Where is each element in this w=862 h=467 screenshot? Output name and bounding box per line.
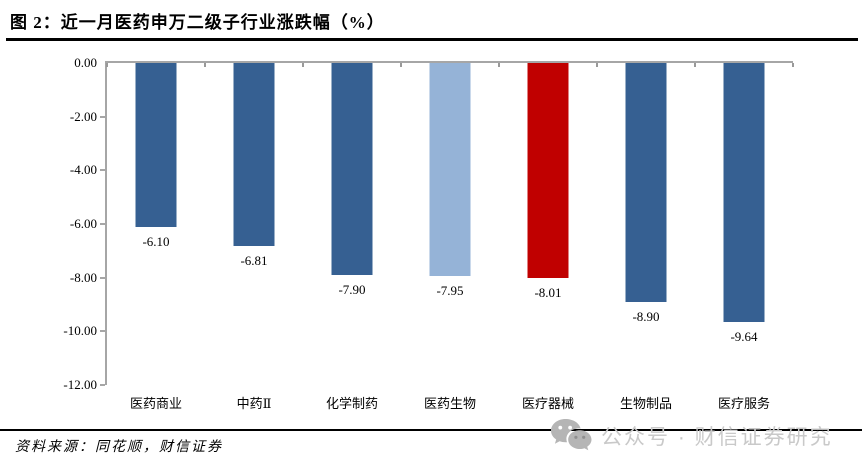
category-label: 医疗器械 <box>521 396 574 411</box>
category-label: 医疗服务 <box>717 396 770 411</box>
y-axis-tick <box>100 330 105 333</box>
category-axis-tick <box>301 63 304 67</box>
category-label: 医药商业 <box>129 396 182 411</box>
bar-5 <box>527 63 569 278</box>
y-axis-tick-label: -8.00 <box>69 269 97 285</box>
y-axis-tick-label: -4.00 <box>69 162 97 178</box>
y-axis-tick <box>100 169 105 172</box>
bar-value-label: -6.10 <box>142 233 170 249</box>
bar-1 <box>135 63 177 227</box>
y-axis-tick-label: -12.00 <box>63 377 97 392</box>
bar-value-label: -8.01 <box>534 284 562 300</box>
category-label: 医药生物 <box>423 396 476 411</box>
bar-value-label: -7.95 <box>436 283 464 299</box>
category-axis-tick <box>203 63 206 67</box>
y-axis-tick-label: 0.00 <box>74 55 97 70</box>
bar-value-label: -8.90 <box>632 308 660 324</box>
bar-2 <box>233 63 275 246</box>
category-axis-tick <box>400 63 402 67</box>
category-axis-tick <box>694 63 696 67</box>
bar-6 <box>625 63 667 302</box>
bar-7 <box>723 63 765 322</box>
wechat-icon <box>551 419 592 451</box>
title-divider <box>6 38 858 41</box>
y-axis-tick-label: -10.00 <box>63 323 97 339</box>
watermark: 公众号 · 财信证券研究 <box>550 416 833 456</box>
bar-value-label: -9.64 <box>730 328 758 344</box>
category-axis-tick <box>106 63 108 67</box>
category-label: 中药Ⅱ <box>236 396 272 411</box>
figure-title: 图 2：近一月医药申万二级子行业涨跌幅（%） <box>10 13 385 32</box>
y-axis-tick-label: -2.00 <box>69 108 97 124</box>
bottom-divider <box>0 429 862 431</box>
y-axis-tick <box>100 115 105 118</box>
x-axis-zero-line <box>105 61 793 63</box>
y-axis-tick <box>100 223 105 225</box>
category-axis-tick <box>497 63 500 67</box>
category-axis-tick <box>792 63 794 67</box>
y-axis-tick-label: -6.00 <box>69 216 97 231</box>
y-axis-line <box>105 63 107 385</box>
category-label: 化学制药 <box>325 396 378 411</box>
category-axis-tick <box>596 63 598 67</box>
source-note: 资料来源：同花顺，财信证券 <box>15 440 223 455</box>
bar-value-label: -7.90 <box>338 281 366 297</box>
bar-chart: 0.00 -2.00 -4.00 -6.00 -8.00 -10.00 -12.00 -6.1… <box>63 56 794 411</box>
bar-4 <box>429 63 471 277</box>
y-axis-tick <box>100 384 105 386</box>
category-label: 生物制品 <box>619 396 672 411</box>
watermark-text: 公众号 · 财信证券研究 <box>601 426 833 449</box>
y-axis-tick <box>100 276 105 279</box>
bar-value-label: -6.81 <box>240 252 268 268</box>
bar-3 <box>331 63 373 275</box>
